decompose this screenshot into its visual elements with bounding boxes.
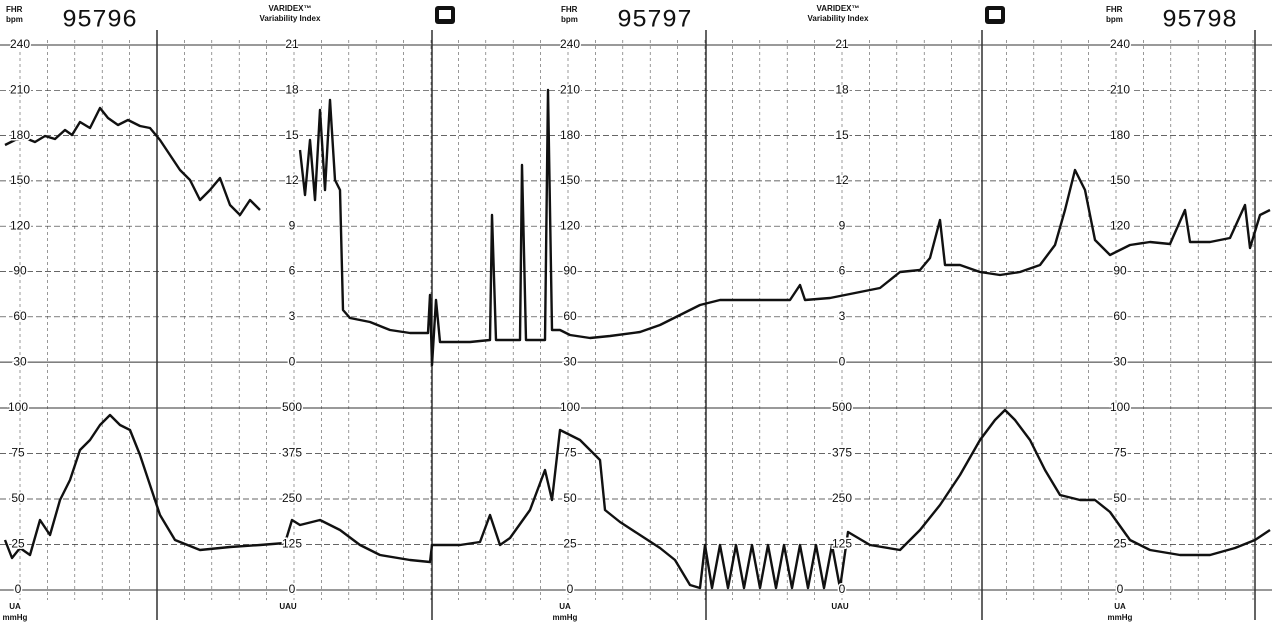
scale-label: 150 bbox=[1110, 173, 1130, 187]
fhr-trace bbox=[4, 106, 261, 217]
scale-label: 240 bbox=[560, 37, 580, 51]
scale-label: 375 bbox=[282, 446, 302, 460]
fhr-unit: bpm bbox=[1106, 15, 1123, 24]
scale-label: 21 bbox=[285, 37, 299, 51]
fhr-unit: bpm bbox=[561, 15, 578, 24]
scale-label: 0 bbox=[15, 582, 22, 596]
scale-label: 12 bbox=[285, 173, 299, 187]
scale-label: 180 bbox=[560, 128, 580, 142]
scale-label: 50 bbox=[11, 491, 25, 505]
fhr-label: FHR bbox=[1106, 5, 1123, 14]
scale-label: 12 bbox=[835, 173, 849, 187]
scale-label: 3 bbox=[839, 309, 846, 323]
scale-label: 180 bbox=[10, 128, 30, 142]
scale-label: 0 bbox=[1117, 582, 1124, 596]
scale-label: 25 bbox=[563, 537, 577, 551]
uau-label: UAU bbox=[831, 602, 849, 611]
fhr-trace-2 bbox=[298, 88, 1271, 367]
varidex-subtitle: Variability Index bbox=[260, 14, 321, 23]
scale-label: 500 bbox=[832, 400, 852, 414]
scale-label: 50 bbox=[1113, 491, 1127, 505]
varidex-icon-inner bbox=[439, 10, 451, 19]
scale-label: 60 bbox=[563, 309, 577, 323]
ua-trace bbox=[3, 408, 1271, 590]
strip-number: 95796 bbox=[62, 6, 137, 35]
ua-unit: mmHg bbox=[1108, 613, 1133, 622]
scale-label: 375 bbox=[832, 446, 852, 460]
scale-label: 6 bbox=[289, 264, 296, 278]
fhr-label: FHR bbox=[6, 5, 23, 14]
scale-label: 15 bbox=[835, 128, 849, 142]
scale-label: 60 bbox=[1113, 309, 1127, 323]
varidex-icon-inner bbox=[989, 10, 1001, 19]
scale-label: 90 bbox=[563, 264, 577, 278]
scale-label: 120 bbox=[560, 218, 580, 232]
scale-label: 30 bbox=[13, 354, 27, 368]
strip-number: 95797 bbox=[617, 6, 692, 35]
scale-label: 100 bbox=[560, 400, 580, 414]
scale-label: 150 bbox=[560, 173, 580, 187]
ua-label: UA bbox=[9, 602, 21, 611]
grid bbox=[0, 30, 1272, 620]
scale-label: 9 bbox=[289, 218, 296, 232]
scale-label: 75 bbox=[1113, 446, 1127, 460]
varidex-title: VARIDEX™ bbox=[269, 4, 312, 13]
scale-label: 75 bbox=[11, 446, 25, 460]
scale-label: 0 bbox=[839, 582, 846, 596]
scale-label: 100 bbox=[8, 400, 28, 414]
ua-unit: mmHg bbox=[553, 613, 578, 622]
varidex-subtitle: Variability Index bbox=[808, 14, 869, 23]
scale-label: 0 bbox=[839, 354, 846, 368]
fhr-unit: bpm bbox=[6, 15, 23, 24]
scale-label: 210 bbox=[560, 82, 580, 96]
scale-label: 21 bbox=[835, 37, 849, 51]
varidex-title: VARIDEX™ bbox=[817, 4, 860, 13]
fhr-label: FHR bbox=[561, 5, 578, 14]
scale-label: 500 bbox=[282, 400, 302, 414]
scale-label: 240 bbox=[1110, 37, 1130, 51]
ua-unit: mmHg bbox=[3, 613, 28, 622]
strip-number: 95798 bbox=[1162, 6, 1237, 35]
scale-label: 25 bbox=[1113, 537, 1127, 551]
scale-label: 18 bbox=[835, 82, 849, 96]
scale-label: 30 bbox=[563, 354, 577, 368]
scale-label: 0 bbox=[289, 582, 296, 596]
scale-label: 180 bbox=[1110, 128, 1130, 142]
ua-label: UA bbox=[1114, 602, 1126, 611]
scale-label: 240 bbox=[10, 37, 30, 51]
scale-label: 3 bbox=[289, 309, 296, 323]
ua-label: UA bbox=[559, 602, 571, 611]
scale-label: 100 bbox=[1110, 400, 1130, 414]
scale-label: 18 bbox=[285, 82, 299, 96]
scale-label: 50 bbox=[563, 491, 577, 505]
scale-label: 25 bbox=[11, 537, 25, 551]
scale-label: 250 bbox=[832, 491, 852, 505]
scale-label: 75 bbox=[563, 446, 577, 460]
scale-label: 15 bbox=[285, 128, 299, 142]
scale-label: 0 bbox=[567, 582, 574, 596]
scale-label: 210 bbox=[10, 82, 30, 96]
scale-label: 90 bbox=[1113, 264, 1127, 278]
scale-label: 30 bbox=[1113, 354, 1127, 368]
scale-label: 60 bbox=[13, 309, 27, 323]
uau-label: UAU bbox=[279, 602, 297, 611]
scale-label: 150 bbox=[10, 173, 30, 187]
scale-label: 125 bbox=[282, 537, 302, 551]
scale-label: 125 bbox=[832, 537, 852, 551]
scale-label: 210 bbox=[1110, 82, 1130, 96]
scale-label: 6 bbox=[839, 264, 846, 278]
scale-label: 9 bbox=[839, 218, 846, 232]
scale-label: 0 bbox=[289, 354, 296, 368]
scale-label: 90 bbox=[13, 264, 27, 278]
scale-label: 120 bbox=[10, 218, 30, 232]
scale-label: 120 bbox=[1110, 218, 1130, 232]
scale-label: 250 bbox=[282, 491, 302, 505]
